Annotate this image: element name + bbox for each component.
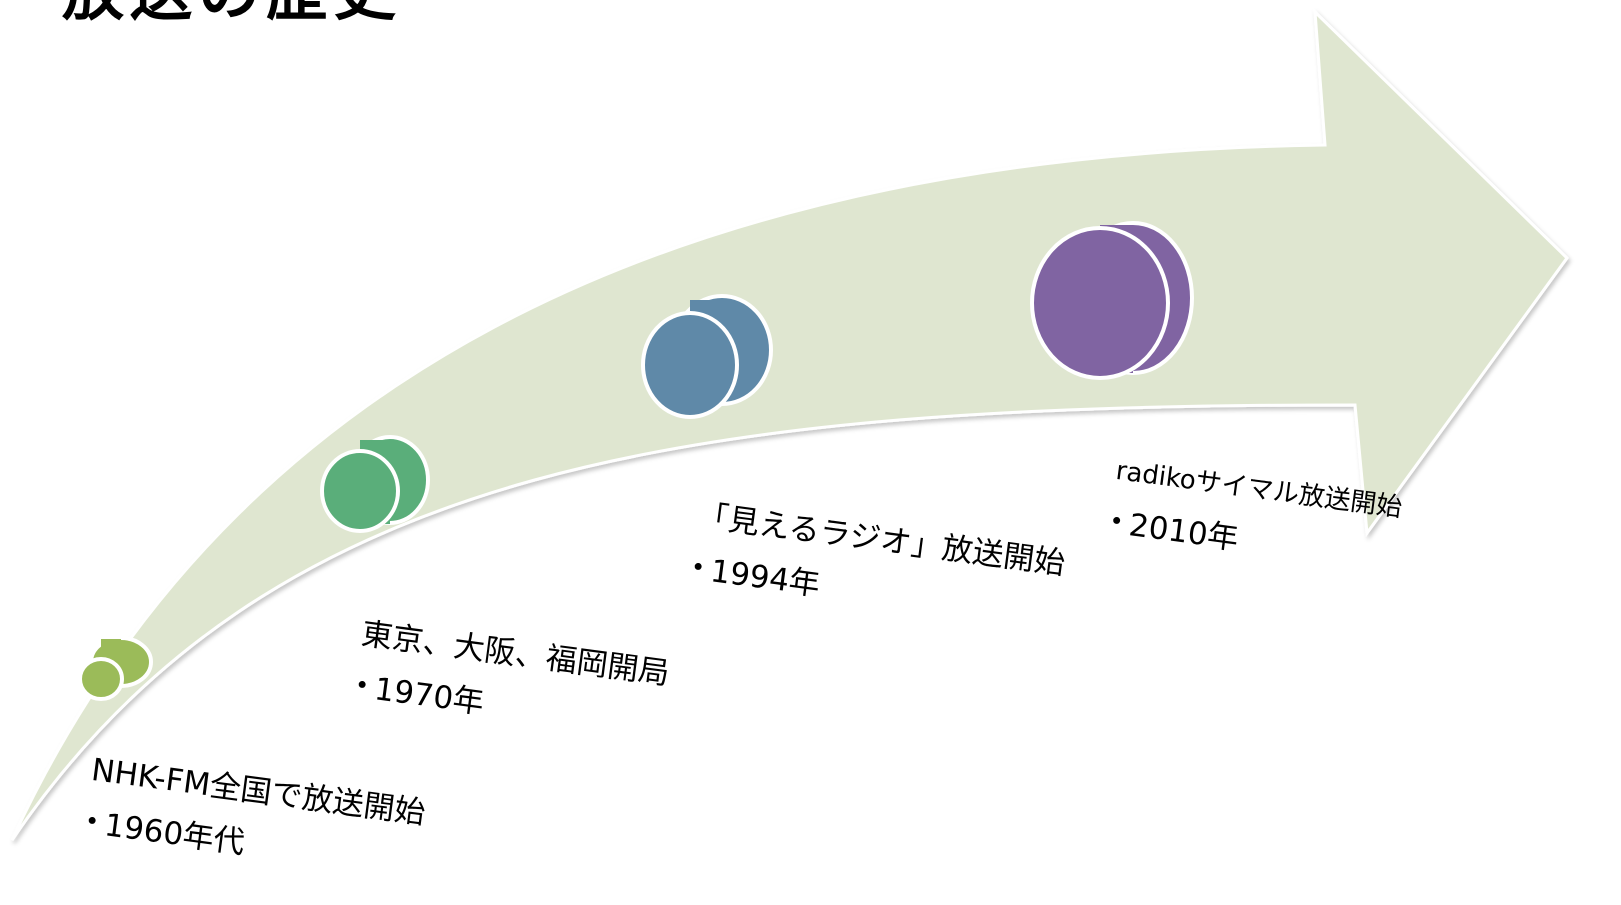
bullet-icon: •	[83, 806, 101, 837]
milestone-1-marker-front	[78, 657, 124, 701]
milestone-2-marker	[320, 435, 430, 533]
milestone-4-marker-front	[1030, 226, 1170, 380]
milestone-3-marker	[641, 294, 773, 419]
milestone-4-marker	[1030, 221, 1194, 380]
milestone-1-marker	[78, 636, 153, 701]
milestone-3-marker-front	[641, 311, 739, 419]
bullet-icon: •	[353, 670, 371, 701]
bullet-icon: •	[689, 552, 707, 583]
timeline-arrow	[10, 8, 1569, 841]
page-title: 放送の歴史	[62, 0, 402, 32]
bullet-icon: •	[1107, 506, 1126, 537]
milestone-2-marker-front	[320, 449, 400, 533]
